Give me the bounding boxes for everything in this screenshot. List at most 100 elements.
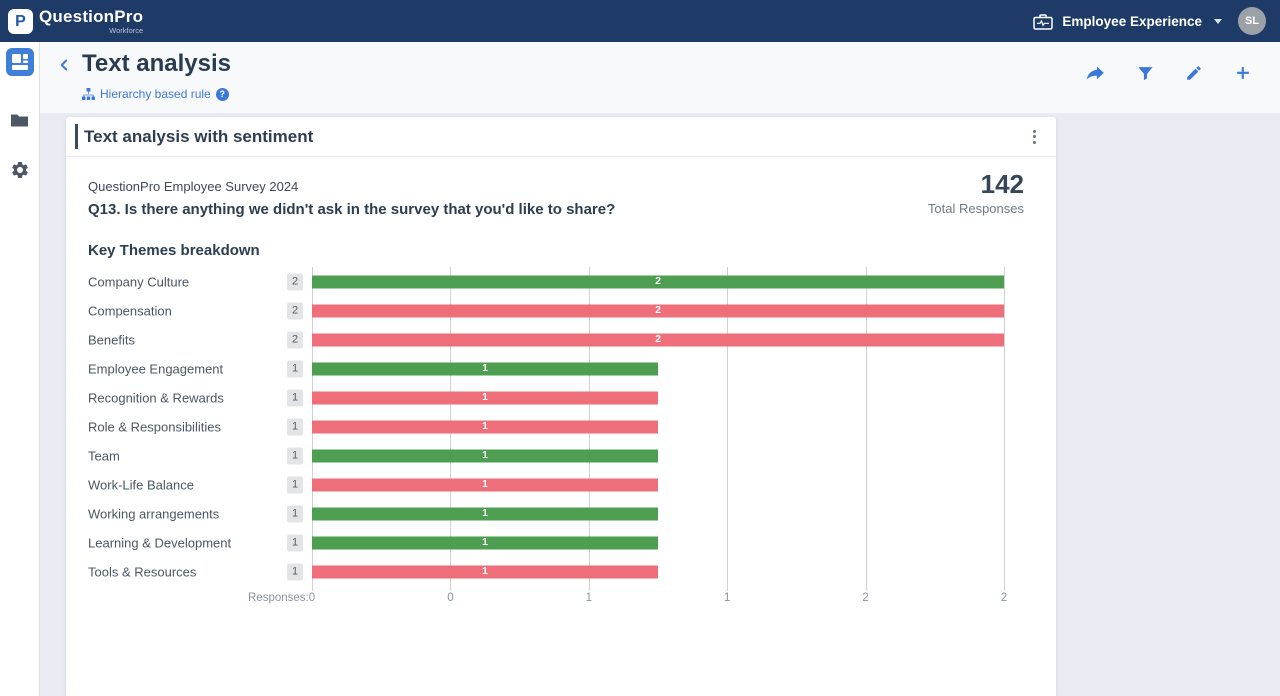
theme-label: Learning & Development (88, 535, 232, 550)
left-sidebar (0, 42, 40, 696)
theme-label: Benefits (88, 332, 135, 347)
theme-label: Employee Engagement (88, 361, 224, 376)
theme-count-badge: 1 (287, 476, 303, 493)
add-button[interactable] (1232, 62, 1254, 84)
theme-count-badge: 1 (287, 389, 303, 406)
theme-count-badge: 1 (287, 534, 303, 551)
bar-value-label: 1 (482, 536, 488, 548)
theme-count-badge: 1 (287, 418, 303, 435)
bar-track: 2 (312, 333, 1004, 346)
sentiment-bar-negative[interactable]: 1 (312, 420, 658, 433)
help-icon[interactable]: ? (215, 87, 229, 101)
theme-label: Company Culture (88, 274, 190, 289)
sentiment-bar-negative[interactable]: 1 (312, 565, 658, 578)
kebab-menu-icon[interactable] (1027, 126, 1042, 148)
sentiment-bar-negative[interactable]: 2 (312, 304, 1004, 317)
total-responses-value: 142 (980, 169, 1024, 199)
theme-label: Tools & Resources (88, 564, 197, 579)
x-tick-label: 0 (308, 592, 316, 604)
sentiment-bar-positive[interactable]: 1 (312, 362, 658, 375)
bar-value-label: 1 (482, 391, 488, 403)
theme-label: Role & Responsibilities (88, 419, 221, 434)
sentiment-bar-positive[interactable]: 1 (312, 536, 658, 549)
theme-count-badge: 2 (287, 302, 303, 319)
filter-button[interactable] (1134, 62, 1156, 84)
briefcase-pulse-icon (1032, 12, 1054, 31)
theme-label: Team (88, 448, 120, 463)
chart-row: Learning & Development 1 1 (66, 528, 1056, 557)
edit-button[interactable] (1183, 62, 1205, 84)
bar-value-label: 2 (655, 275, 661, 287)
back-button[interactable] (52, 53, 76, 77)
folder-icon (10, 112, 29, 128)
workspace-selector[interactable]: Employee Experience (1032, 12, 1222, 31)
x-tick-label: 0 (447, 592, 454, 604)
chart-section-title: Key Themes breakdown (88, 242, 260, 259)
chart-row: Role & Responsibilities 1 1 (66, 412, 1056, 441)
sentiment-bar-positive[interactable]: 1 (312, 507, 658, 520)
gridline (865, 267, 867, 591)
user-avatar[interactable]: SL (1238, 7, 1266, 35)
x-tick-label: 1 (585, 592, 592, 604)
gridline (727, 267, 729, 591)
edit-pencil-icon (1187, 66, 1201, 80)
questionpro-logo[interactable]: P QuestionPro Workforce (8, 7, 143, 35)
chart-row: Benefits 2 2 (66, 325, 1056, 354)
bar-track: 2 (312, 304, 1004, 317)
sentiment-bar-negative[interactable]: 1 (312, 478, 658, 491)
bar-value-label: 1 (482, 420, 488, 432)
x-tick-label: 1 (723, 592, 731, 604)
chart-row: Work-Life Balance 1 1 (66, 470, 1056, 499)
card-accent-bar (75, 124, 78, 149)
theme-count-badge: 1 (287, 360, 303, 377)
chevron-left-icon (60, 59, 68, 71)
sidebar-item-dashboards[interactable] (5, 48, 34, 76)
total-responses-label: Total Responses (927, 201, 1024, 216)
page-title: Text analysis (82, 50, 231, 77)
sentiment-bar-positive[interactable]: 2 (312, 275, 1004, 288)
bar-value-label: 1 (482, 449, 488, 461)
gridline (1004, 267, 1005, 591)
chart-rows: Company Culture 2 2 Compensation 2 2 Benefits 2… (66, 267, 1056, 586)
questionpro-logo-icon: P (8, 9, 33, 34)
theme-count-badge: 1 (287, 505, 303, 522)
filter-icon (1137, 66, 1153, 80)
x-tick-label: 2 (862, 592, 869, 604)
x-axis-label: Responses: (248, 592, 309, 604)
bar-value-label: 1 (482, 362, 488, 374)
question-text: Q13. Is there anything we didn't ask in … (88, 201, 616, 218)
bar-track: 1 (312, 420, 1004, 433)
page-header: Text analysis Hierarchy based rule ? (40, 42, 1280, 113)
sidebar-item-settings[interactable] (6, 156, 34, 184)
brand-subtitle: Workforce (109, 26, 144, 35)
hierarchy-rule-link[interactable]: Hierarchy based rule ? (82, 87, 229, 101)
bar-track: 1 (312, 536, 1004, 549)
survey-name: QuestionPro Employee Survey 2024 (88, 179, 299, 194)
bar-track: 1 (312, 478, 1004, 491)
bar-value-label: 1 (482, 565, 488, 577)
sentiment-bar-negative[interactable]: 2 (312, 333, 1004, 346)
dashboard-grid-icon (11, 54, 28, 70)
theme-count-badge: 2 (287, 273, 303, 290)
bar-value-label: 1 (482, 478, 488, 490)
sentiment-bar-positive[interactable]: 1 (312, 449, 658, 462)
bar-track: 2 (312, 275, 1004, 288)
gear-icon (10, 160, 30, 180)
hierarchy-rule-label: Hierarchy based rule (100, 87, 211, 101)
chart-row: Team 1 1 (66, 441, 1056, 470)
bar-value-label: 2 (655, 333, 661, 345)
sentiment-bar-negative[interactable]: 1 (312, 391, 658, 404)
chart-row: Company Culture 2 2 (66, 267, 1056, 296)
chart-x-axis: Responses: 0 0 1 1 2 2 (66, 586, 1056, 612)
main-content: Text analysis Hierarchy based rule ? (40, 42, 1280, 696)
workspace-label: Employee Experience (1062, 13, 1202, 29)
card-title: Text analysis with sentiment (84, 126, 314, 146)
theme-count-badge: 1 (287, 447, 303, 464)
brand-name: QuestionPro (39, 7, 144, 26)
bar-track: 1 (312, 507, 1004, 520)
chart-row: Employee Engagement 1 1 (66, 354, 1056, 383)
theme-count-badge: 1 (287, 563, 303, 580)
sidebar-item-folders[interactable] (6, 106, 34, 134)
theme-label: Recognition & Rewards (88, 390, 224, 405)
share-button[interactable] (1085, 62, 1107, 84)
